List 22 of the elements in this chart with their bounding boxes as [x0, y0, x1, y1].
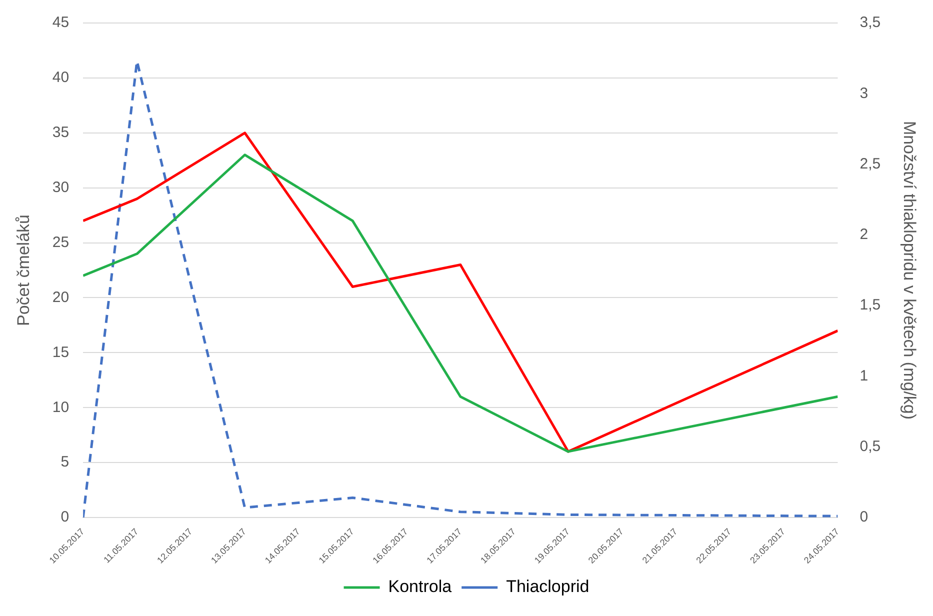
- y-tick-label: 10: [52, 398, 70, 416]
- y-tick-label: 25: [52, 234, 70, 251]
- y2-tick-label: 1,5: [860, 296, 881, 314]
- y2-axis-title: Množství thiaklopridu v květech (mg/kg): [900, 120, 920, 420]
- y-tick-label: 40: [52, 69, 70, 86]
- y-axis-title: Počet čmeláků: [14, 214, 33, 326]
- y2-tick-label: 1: [860, 367, 868, 384]
- y-tick-label: 5: [60, 454, 70, 471]
- y2-tick-label: 2: [860, 226, 868, 244]
- y2-tick-label: 2,5: [860, 155, 881, 172]
- y-tick-label: 20: [52, 288, 70, 306]
- y2-tick-label: 0: [860, 508, 868, 526]
- y-tick-label: 35: [52, 124, 70, 142]
- y-tick-label: 45: [52, 14, 70, 32]
- legend-label: Kontrola: [388, 577, 452, 596]
- legend-label: Thiacloprid: [506, 577, 590, 596]
- y2-tick-label: 0,5: [860, 438, 881, 456]
- y-tick-label: 30: [52, 178, 70, 196]
- y-tick-label: 0: [60, 508, 70, 526]
- y-tick-label: 15: [52, 344, 70, 361]
- y2-tick-label: 3,5: [860, 14, 881, 32]
- y2-tick-label: 3: [860, 84, 868, 102]
